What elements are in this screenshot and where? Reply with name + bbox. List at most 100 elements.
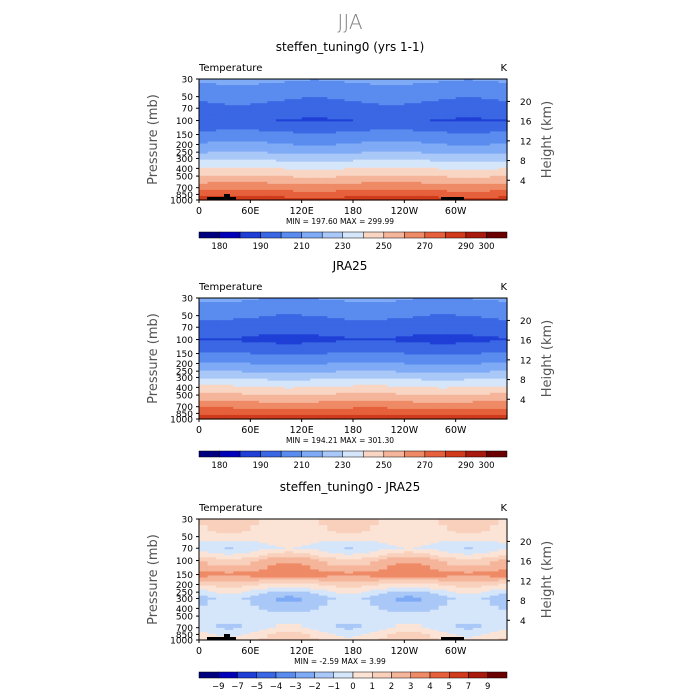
field-cell [361, 147, 371, 151]
field-cell [498, 533, 508, 536]
field-cell [498, 525, 508, 528]
field-cell [387, 133, 397, 137]
field-cell [250, 111, 260, 114]
field-cell [276, 177, 286, 181]
field-cell [455, 139, 465, 143]
field-cell [481, 354, 491, 358]
field-cell [498, 322, 508, 325]
field-cell [250, 115, 260, 118]
field-cell [412, 191, 423, 195]
field-cell [430, 79, 440, 82]
field-cell [344, 344, 354, 347]
field-cell [293, 187, 303, 191]
field-cell [387, 81, 397, 84]
field-cell [258, 394, 269, 398]
field-cell [207, 326, 217, 329]
field-cell [267, 527, 277, 530]
field-cell [267, 113, 277, 116]
field-cell [207, 334, 217, 337]
field-cell [224, 103, 234, 106]
field-cell [361, 119, 371, 122]
field-cell [250, 159, 260, 163]
field-cell [327, 298, 337, 301]
field-cell [472, 338, 482, 341]
field-cell [464, 119, 474, 122]
field-cell [267, 378, 277, 382]
field-cell [387, 322, 397, 325]
field-cell [301, 328, 311, 331]
field-cell [489, 109, 500, 112]
field-cell [481, 300, 491, 303]
field-cell [276, 334, 286, 337]
field-cell [335, 336, 346, 339]
field-cell [464, 326, 474, 329]
field-cell [335, 147, 346, 151]
field-cell [489, 382, 500, 386]
field-cell [447, 85, 457, 88]
field-cell [378, 394, 388, 398]
field-cell [489, 187, 500, 191]
field-cell [216, 334, 226, 337]
field-cell [472, 89, 482, 92]
field-cell [489, 159, 500, 163]
field-cell [267, 81, 277, 84]
field-cell [447, 157, 457, 161]
field-cell [353, 523, 363, 526]
field-cell [412, 523, 423, 526]
field-cell [387, 314, 397, 317]
field-cell [353, 529, 363, 532]
field-cell [276, 537, 286, 540]
field-cell [404, 364, 414, 368]
field-cell [276, 523, 286, 526]
field-cell [344, 374, 354, 378]
field-cell [489, 396, 500, 400]
field-cell [447, 332, 457, 335]
field-cell [318, 390, 328, 394]
field-cell [250, 161, 260, 165]
field-cell [438, 91, 448, 94]
field-cell [310, 320, 320, 323]
field-cell [489, 318, 500, 321]
field-cell [233, 390, 243, 394]
field-cell [293, 123, 303, 126]
field-cell [233, 167, 243, 171]
field-cell [404, 328, 414, 331]
field-cell [378, 153, 388, 157]
field-cell [241, 107, 251, 110]
field-cell [258, 139, 269, 143]
field-cell [370, 89, 380, 92]
field-cell [464, 364, 474, 368]
field-cell [207, 173, 217, 177]
field-cell [395, 117, 405, 120]
field-cell [250, 87, 260, 90]
field-cell [489, 131, 500, 135]
field-cell [241, 159, 251, 163]
field-cell [216, 189, 226, 193]
field-cell [404, 402, 414, 406]
field-cell [267, 173, 277, 177]
field-cell [199, 527, 209, 530]
field-cell [250, 167, 260, 171]
field-cell [387, 298, 397, 301]
field-cell [421, 111, 431, 114]
field-cell [421, 521, 431, 524]
field-cell [267, 392, 277, 396]
field-cell [430, 370, 440, 374]
field-cell [335, 135, 346, 139]
field-cell [258, 390, 269, 394]
field-cell [224, 374, 234, 378]
field-cell [318, 539, 328, 542]
field-cell [199, 197, 209, 201]
field-cell [216, 531, 226, 534]
field-cell [353, 402, 363, 406]
field-cell [301, 121, 311, 124]
field-cell [250, 310, 260, 313]
field-cell [276, 163, 286, 167]
field-cell [258, 165, 269, 169]
field-cell [207, 181, 217, 185]
field-cell [447, 378, 457, 382]
field-cell [335, 362, 346, 366]
field-cell [378, 189, 388, 193]
field-cell [284, 374, 294, 378]
field-cell [318, 398, 328, 402]
